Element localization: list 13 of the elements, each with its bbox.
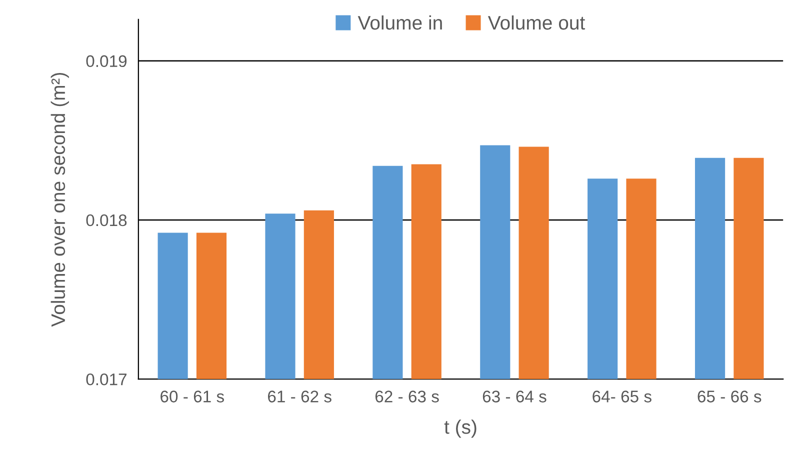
- y-axis-title: Volume over one second (m²): [50, 72, 69, 327]
- x-tick-label: 62 - 63 s: [375, 390, 439, 402]
- x-tick-label: 60 - 61 s: [160, 390, 224, 402]
- x-tick-label: 64- 65 s: [592, 390, 652, 402]
- x-tick-label: 65 - 66 s: [698, 390, 762, 402]
- legend-label: Volume out: [488, 15, 586, 30]
- x-tick-label: 61 - 62 s: [268, 390, 332, 402]
- x-axis-title: t (s): [444, 420, 476, 438]
- x-tick-label: 63 - 64 s: [482, 390, 546, 402]
- legend-label: Volume in: [358, 15, 442, 30]
- y-tick-label: 0.017: [86, 373, 126, 386]
- y-tick-label: 0.018: [86, 214, 127, 226]
- y-tick-label: 0.019: [86, 55, 127, 68]
